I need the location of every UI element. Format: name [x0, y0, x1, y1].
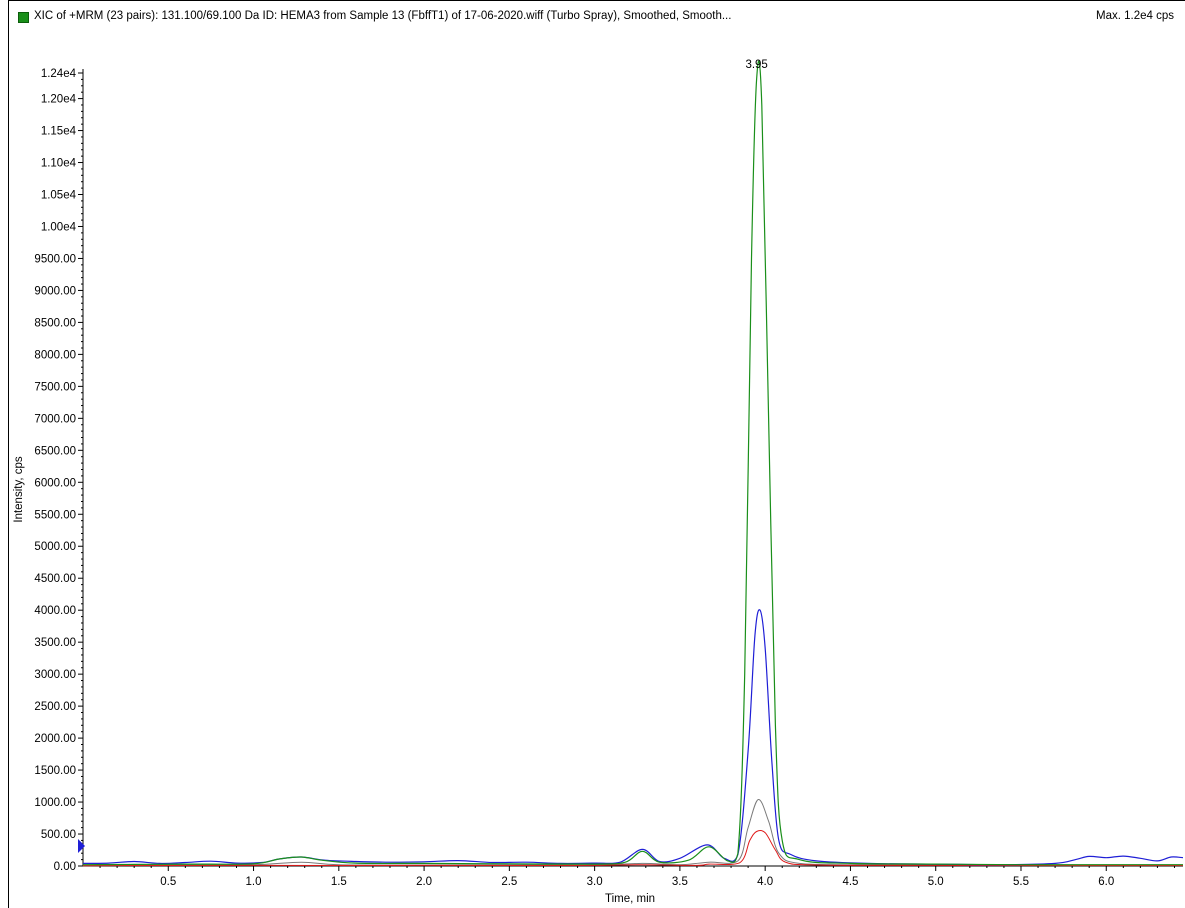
y-axis-label: Intensity, cps — [13, 456, 25, 523]
series-line — [82, 609, 1184, 866]
max-intensity-label: Max. 1.2e4 cps — [1096, 10, 1174, 22]
y-tick-label: 1.10e4 — [41, 158, 77, 170]
x-axis-label: Time, min — [605, 893, 655, 905]
baseline-marker-icon[interactable] — [78, 839, 85, 854]
series-line — [82, 60, 1184, 866]
y-tick-label: 8000.00 — [34, 349, 76, 361]
y-tick-label: 1.05e4 — [41, 190, 77, 202]
x-tick-label: 6.0 — [1098, 876, 1114, 888]
y-tick-label: 7000.00 — [34, 413, 76, 425]
x-tick-label: 2.5 — [501, 876, 517, 888]
chart-frame — [8, 0, 1185, 908]
x-tick-label: 3.5 — [672, 876, 688, 888]
y-tick-label: 3500.00 — [34, 637, 76, 649]
x-tick-label: 5.0 — [928, 876, 944, 888]
y-tick-label: 1.00e4 — [41, 221, 77, 233]
y-tick-label: 8500.00 — [34, 317, 76, 329]
y-tick-label: 5500.00 — [34, 509, 76, 521]
chart-header: XIC of +MRM (23 pairs): 131.100/69.100 D… — [18, 10, 1178, 28]
y-tick-label: 9500.00 — [34, 253, 76, 265]
x-tick-label: 1.0 — [246, 876, 262, 888]
y-tick-label: 1.20e4 — [41, 94, 77, 106]
x-tick-label: 2.0 — [416, 876, 432, 888]
y-tick-label: 6500.00 — [34, 445, 76, 457]
y-tick-label: 1.15e4 — [41, 126, 77, 138]
y-tick-label: 7500.00 — [34, 381, 76, 393]
series-line — [82, 799, 1183, 866]
peak-annotation: 3.95 — [745, 59, 767, 71]
x-tick-label: 3.0 — [587, 876, 603, 888]
y-tick-label: 3000.00 — [34, 669, 76, 681]
series-line — [82, 829, 1183, 867]
series-layer — [82, 60, 1184, 867]
y-tick-label: 500.00 — [41, 829, 76, 841]
x-tick-label: 4.5 — [842, 876, 858, 888]
y-tick-label: 4500.00 — [34, 573, 76, 585]
y-tick-label: 9000.00 — [34, 285, 76, 297]
y-tick-label: 5000.00 — [34, 541, 76, 553]
y-tick-label: 1.24e4 — [41, 68, 77, 80]
x-tick-label: 1.5 — [331, 876, 347, 888]
y-tick-label: 0.00 — [54, 861, 76, 873]
chart-title: XIC of +MRM (23 pairs): 131.100/69.100 D… — [34, 10, 732, 22]
axes: 0.00 500.00 1000.00 1500.00 2000.00 2500.00 30… — [34, 68, 1183, 888]
x-tick-label: 0.5 — [160, 876, 176, 888]
x-tick-label: 4.0 — [757, 876, 773, 888]
y-tick-label: 2500.00 — [34, 701, 76, 713]
legend-swatch-icon[interactable] — [18, 12, 29, 23]
y-tick-label: 6000.00 — [34, 477, 76, 489]
y-tick-label: 1500.00 — [34, 765, 76, 777]
axis-labels: Time, min Intensity, cps 3.95 — [13, 59, 768, 905]
x-tick-label: 5.5 — [1013, 876, 1029, 888]
y-tick-label: 1000.00 — [34, 797, 76, 809]
y-tick-label: 4000.00 — [34, 605, 76, 617]
y-tick-label: 2000.00 — [34, 733, 76, 745]
